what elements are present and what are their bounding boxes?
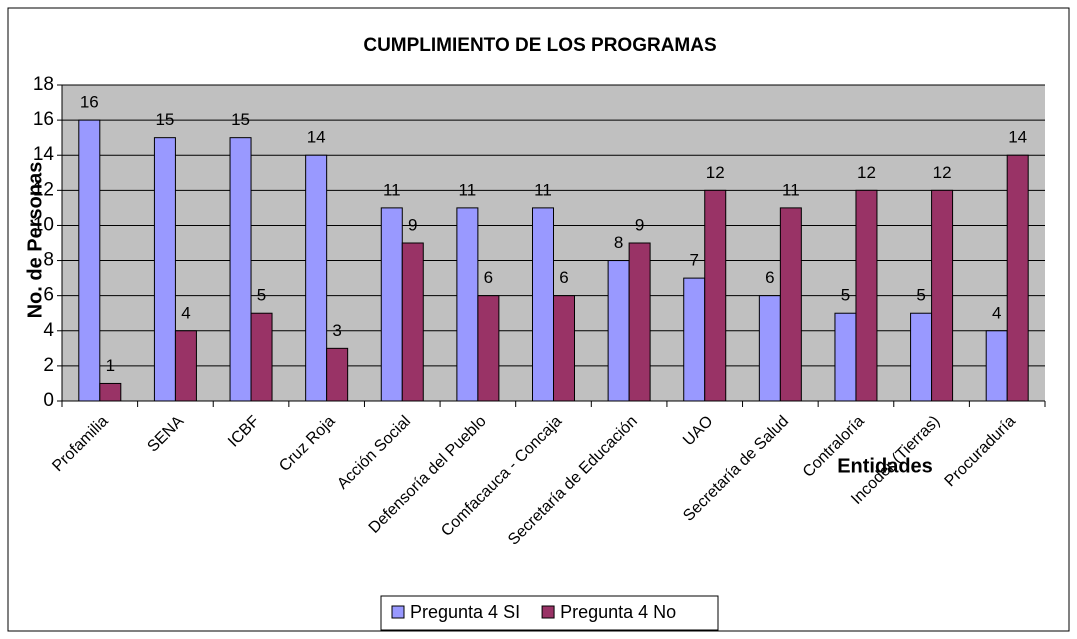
x-axis-title: Entidades: [837, 455, 933, 477]
bar: [477, 295, 500, 402]
data-label: 12: [933, 163, 952, 182]
bar: [380, 207, 403, 402]
data-label: 6: [484, 268, 493, 287]
data-label: 11: [383, 180, 401, 199]
data-label: 5: [916, 286, 925, 305]
data-label: 7: [689, 251, 698, 270]
y-axis-title: No. de Personas: [24, 162, 46, 319]
data-label: 12: [706, 163, 725, 182]
bar: [607, 260, 630, 402]
data-label: 12: [857, 163, 876, 182]
bar: [855, 189, 878, 402]
y-tick-label: 6: [43, 285, 54, 306]
bar: [153, 137, 176, 402]
bar: [704, 189, 727, 402]
y-tick-label: 4: [43, 320, 54, 341]
data-label: 5: [841, 286, 850, 305]
data-label: 15: [231, 110, 250, 129]
data-label: 16: [80, 93, 99, 112]
legend-label: Pregunta 4 No: [560, 602, 676, 622]
data-label: 3: [332, 321, 341, 340]
bar: [326, 347, 349, 402]
bar: [456, 207, 479, 402]
bar: [305, 154, 328, 402]
legend-label: Pregunta 4 SI: [410, 602, 520, 622]
legend-swatch: [391, 605, 405, 619]
bar: [683, 277, 706, 402]
bar: [532, 207, 554, 402]
y-tick-label: 14: [33, 144, 55, 165]
y-tick-label: 2: [43, 355, 54, 376]
bar: [1006, 154, 1029, 402]
bar: [553, 295, 575, 402]
bar: [834, 312, 857, 402]
data-label: 5: [257, 286, 266, 305]
data-label: 14: [307, 128, 326, 147]
data-label: 15: [155, 110, 174, 129]
y-tick-label: 18: [33, 74, 54, 95]
data-label: 4: [992, 303, 1001, 322]
bar: [401, 242, 424, 402]
y-tick-label: 8: [43, 250, 54, 271]
bar: [250, 312, 273, 402]
data-label: 4: [181, 303, 190, 322]
data-label: 14: [1008, 128, 1027, 147]
bar: [229, 137, 252, 402]
y-tick-label: 0: [43, 390, 54, 411]
data-label: 11: [782, 180, 800, 199]
bar: [99, 382, 122, 402]
y-tick-label: 10: [33, 214, 54, 235]
data-label: 8: [614, 233, 623, 252]
bar: [78, 119, 101, 402]
data-label: 11: [459, 180, 477, 199]
data-label: 6: [765, 268, 774, 287]
bar: [779, 207, 802, 402]
bar: [931, 189, 954, 402]
y-tick-label: 16: [33, 109, 54, 130]
data-label: 9: [408, 215, 417, 234]
bar: [910, 312, 933, 402]
data-label: 6: [559, 268, 568, 287]
bar: [985, 330, 1008, 402]
bar: [628, 242, 651, 402]
bar: [758, 295, 781, 402]
legend-swatch: [541, 605, 555, 619]
y-tick-label: 12: [33, 179, 54, 200]
chart-title: CUMPLIMIENTO DE LOS PROGRAMAS: [363, 35, 716, 56]
data-label: 11: [534, 180, 552, 199]
bar: [174, 330, 197, 402]
data-label: 1: [106, 356, 115, 375]
data-label: 9: [635, 215, 644, 234]
